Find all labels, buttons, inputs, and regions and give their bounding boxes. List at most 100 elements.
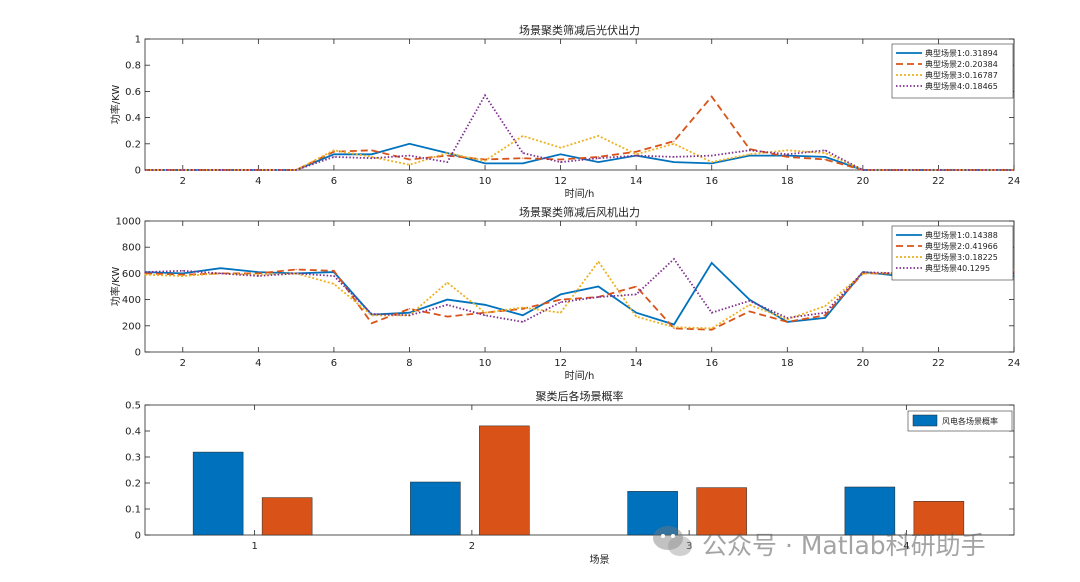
watermark-text: 公众号 · Matlab科研助手 <box>702 531 986 560</box>
y-axis-label: 功率/KW <box>109 267 122 307</box>
legend-label: 典型场景4:0.18465 <box>925 81 998 91</box>
x-tick-label: 8 <box>406 358 412 369</box>
data-point <box>635 151 637 153</box>
data-point <box>748 148 751 150</box>
y-tick-label: 1000 <box>116 217 141 228</box>
data-point <box>673 143 675 145</box>
data-point <box>711 327 713 330</box>
legend: 典型场景1:0.31894典型场景2:0.20384典型场景3:0.16787典… <box>891 43 1014 99</box>
x-tick-label: 24 <box>1008 176 1021 187</box>
legend: 风电各场景概率 <box>907 410 1013 432</box>
x-tick-label: 22 <box>932 176 945 187</box>
y-tick-label: 0 <box>135 531 141 542</box>
data-point <box>371 157 373 159</box>
data-point <box>522 162 524 165</box>
data-point <box>786 317 788 319</box>
data-point <box>408 308 411 310</box>
data-point <box>446 161 448 163</box>
data-point <box>711 162 713 165</box>
data-point <box>295 272 297 274</box>
y-tick-label: 0.4 <box>125 427 141 438</box>
data-point <box>182 272 184 274</box>
data-point <box>333 270 335 272</box>
data-point <box>786 149 788 151</box>
data-point <box>597 135 599 137</box>
y-tick-label: 0.8 <box>125 61 141 72</box>
data-point <box>257 272 259 274</box>
data-point <box>711 262 713 264</box>
chart-title: 场景聚类筛减后光伏出力 <box>519 23 640 37</box>
y-tick-label: 200 <box>122 321 141 332</box>
data-point <box>446 299 448 301</box>
data-point <box>408 314 411 316</box>
bar-series-2 <box>913 501 965 536</box>
data-point <box>1013 169 1015 171</box>
legend-label: 典型场景1:0.31894 <box>925 48 998 58</box>
data-point <box>484 162 486 165</box>
data-point <box>560 153 562 155</box>
data-point <box>824 156 826 158</box>
data-point <box>484 304 486 306</box>
data-point <box>484 94 486 96</box>
data-point <box>257 169 259 171</box>
chart-3: 风电各场景概率 <box>144 404 1015 536</box>
x-tick-label: 18 <box>781 358 794 369</box>
data-point <box>182 169 184 171</box>
data-point <box>560 293 562 295</box>
data-point <box>522 308 524 310</box>
data-point <box>371 156 373 158</box>
y-tick-label: 600 <box>122 269 141 280</box>
y-tick-label: 0.2 <box>125 139 141 150</box>
y-tick-label: 0.3 <box>125 453 141 464</box>
y-tick-label: 800 <box>122 243 141 254</box>
x-tick-label: 6 <box>331 358 337 369</box>
data-point <box>711 154 713 157</box>
data-point <box>144 169 146 171</box>
data-point <box>522 157 524 159</box>
data-point <box>408 158 411 161</box>
x-axis-label: 时间/h <box>565 187 595 200</box>
x-axis-label: 时间/h <box>565 369 595 382</box>
series-line-3 <box>144 260 1015 330</box>
bar-series-1 <box>192 451 244 536</box>
data-point <box>748 149 751 151</box>
data-point <box>333 275 335 277</box>
data-point <box>560 147 562 149</box>
legend-label: 风电各场景概率 <box>942 416 998 426</box>
data-point <box>748 300 751 302</box>
chart-1: 典型场景1:0.31894典型场景2:0.20384典型场景3:0.16787典… <box>144 38 1015 171</box>
data-point <box>975 169 977 171</box>
data-point <box>673 327 675 330</box>
data-point <box>862 271 864 273</box>
x-tick-label: 6 <box>331 176 337 187</box>
data-point <box>560 299 562 301</box>
watermark: 公众号 · Matlab科研助手 <box>650 522 1070 562</box>
data-point <box>1013 271 1015 273</box>
chart-title: 聚类后各场景概率 <box>536 389 624 403</box>
legend-label: 典型场景3:0.16787 <box>925 70 998 80</box>
data-point <box>711 161 713 163</box>
data-point <box>786 156 788 158</box>
chart-2: 典型场景1:0.14388典型场景2:0.41966典型场景3:0.18225典… <box>144 220 1015 353</box>
data-point <box>257 274 259 276</box>
data-point <box>635 293 637 295</box>
data-point <box>862 272 864 274</box>
wechat-icon <box>653 526 692 556</box>
x-tick-label: 12 <box>554 358 567 369</box>
data-point <box>900 169 902 171</box>
bar-series-1 <box>627 491 678 536</box>
data-point <box>144 272 146 274</box>
data-point <box>1013 275 1015 277</box>
y-tick-label: 0.1 <box>125 505 141 516</box>
data-point <box>446 304 448 306</box>
data-point <box>408 143 411 145</box>
data-point <box>333 149 335 151</box>
data-point <box>257 275 259 277</box>
x-tick-label: 2 <box>180 358 186 369</box>
data-point <box>824 158 826 161</box>
bar-series-1 <box>844 486 896 536</box>
legend-swatch <box>912 414 938 427</box>
data-point <box>144 271 146 273</box>
data-point <box>824 305 826 307</box>
